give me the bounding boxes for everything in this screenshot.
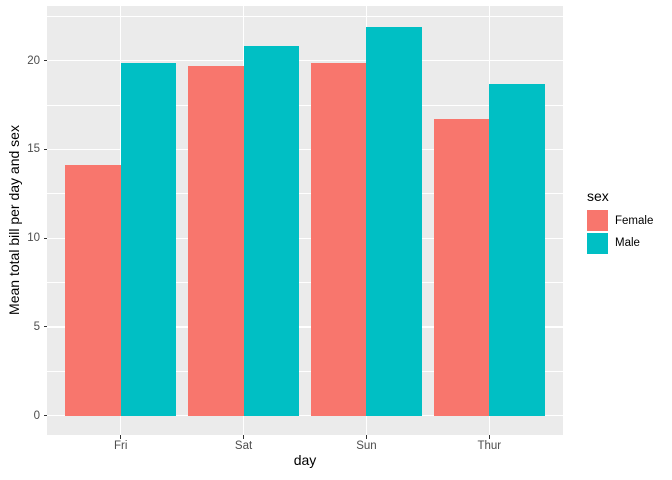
gridline-minor-horizontal <box>47 15 563 17</box>
gridline-major-horizontal <box>47 148 563 151</box>
y-axis-tick <box>43 148 47 150</box>
x-tick-label: Fri <box>113 440 128 452</box>
gridline-major-horizontal <box>47 326 563 328</box>
x-tick-label: Sun <box>356 440 377 452</box>
gridline-minor-horizontal <box>47 282 563 283</box>
x-axis-tick <box>365 435 367 439</box>
x-tick-label: Sat <box>234 440 253 452</box>
x-tick-label: Thur <box>477 440 502 452</box>
gridline-major-horizontal <box>47 237 563 239</box>
bar-fri-male <box>120 63 176 416</box>
gridline-major-horizontal <box>47 60 563 62</box>
x-axis-tick <box>488 435 490 439</box>
gridline-minor-horizontal <box>47 370 563 372</box>
y-tick-label: 15 <box>27 143 40 156</box>
y-axis-tick <box>43 237 47 239</box>
legend: sex Female Male <box>587 188 653 255</box>
x-axis-tick <box>120 435 122 439</box>
y-tick-label: 20 <box>27 54 40 67</box>
x-axis-tick <box>243 435 245 439</box>
plot-panel <box>47 6 563 435</box>
legend-title: sex <box>587 188 609 204</box>
bar-thur-female <box>434 118 490 416</box>
legend-swatch-female <box>587 210 608 231</box>
legend-item-male: Male <box>587 232 653 254</box>
y-axis-tick <box>43 415 47 417</box>
legend-item-female: Female <box>587 210 653 231</box>
legend-items: Female Male <box>587 210 653 254</box>
gridline-major-horizontal <box>47 415 563 417</box>
gridline-minor-horizontal <box>47 104 563 106</box>
legend-swatch-male <box>587 232 608 254</box>
bar-fri-female <box>65 164 121 416</box>
y-tick-label: 5 <box>33 320 40 333</box>
bar-thur-male <box>489 83 545 416</box>
y-axis-tick <box>43 326 47 328</box>
y-tick-label: 0 <box>33 409 40 422</box>
bar-sat-female <box>188 66 244 416</box>
bar-sat-male <box>243 46 299 416</box>
legend-label: Female <box>615 214 654 227</box>
x-axis-title: day <box>293 452 317 468</box>
legend-label: Male <box>615 237 640 249</box>
bar-sun-female <box>311 62 367 416</box>
bar-sun-male <box>366 27 422 416</box>
y-axis-tick <box>43 60 47 62</box>
gridline-minor-horizontal <box>47 193 563 195</box>
y-tick-label: 10 <box>27 232 40 245</box>
